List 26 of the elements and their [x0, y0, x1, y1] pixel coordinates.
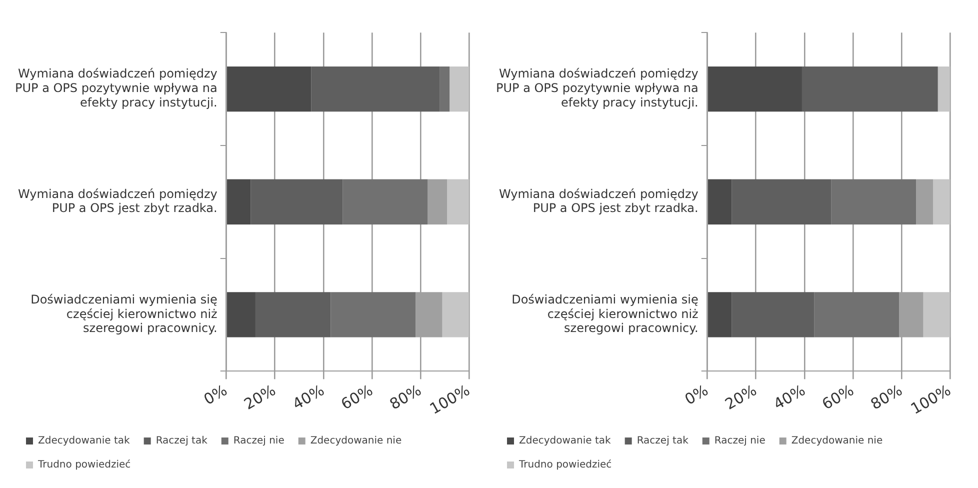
legend-label: Zdecydowanie nie — [791, 436, 883, 447]
x-tick-label: 40% — [770, 381, 808, 414]
x-tick-label: 60% — [338, 381, 376, 414]
x-tick-label: 80% — [386, 381, 424, 414]
x-tick-label: 20% — [722, 381, 760, 414]
y-tick-label: Wymiana doświadczeń pomiędzy PUP a OPS jest zbyt rzadka. — [18, 186, 218, 216]
legend-label: Raczej nie — [714, 436, 766, 447]
y-tick-label: Wymiana doświadczeń pomiędzy PUP a OPS pozytywnie wpływa na efekty pracy instytucji. — [14, 66, 218, 110]
legend-label: Trudno powiedzieć — [518, 460, 612, 471]
legend-label: Raczej tak — [636, 436, 689, 447]
legend-label: Zdecydowanie tak — [519, 436, 612, 447]
y-tick-label: Wymiana doświadczeń pomiędzy PUP a OPS pozytywnie wpływa na efekty pracy instytucji. — [496, 66, 698, 110]
x-tick-label: 60% — [818, 381, 857, 414]
y-tick-label: Wymiana doświadczeń pomiędzy PUP a OPS jest zbyt rzadka. — [499, 186, 698, 216]
x-tick-label: 20% — [240, 381, 279, 414]
x-tick-label: 0% — [200, 381, 230, 409]
legend-label: Zdecydowanie tak — [38, 436, 130, 447]
y-tick-label: Doświadczeniami wymienia się częściej kierownictwo niż szeregowi pracownicy. — [30, 292, 218, 336]
legend-label: Raczej nie — [233, 436, 284, 447]
x-tick-label: 80% — [868, 381, 906, 414]
x-tick-label: 40% — [289, 381, 328, 414]
x-tick-label: 0% — [682, 381, 712, 409]
legend-label: Raczej tak — [156, 436, 208, 447]
legend-label: Zdecydowanie nie — [310, 436, 402, 447]
legend-label: Trudno powiedzieć — [37, 460, 131, 471]
y-tick-label: Doświadczeniami wymienia się częściej kierownictwo niż szeregowi pracownicy. — [512, 292, 698, 336]
